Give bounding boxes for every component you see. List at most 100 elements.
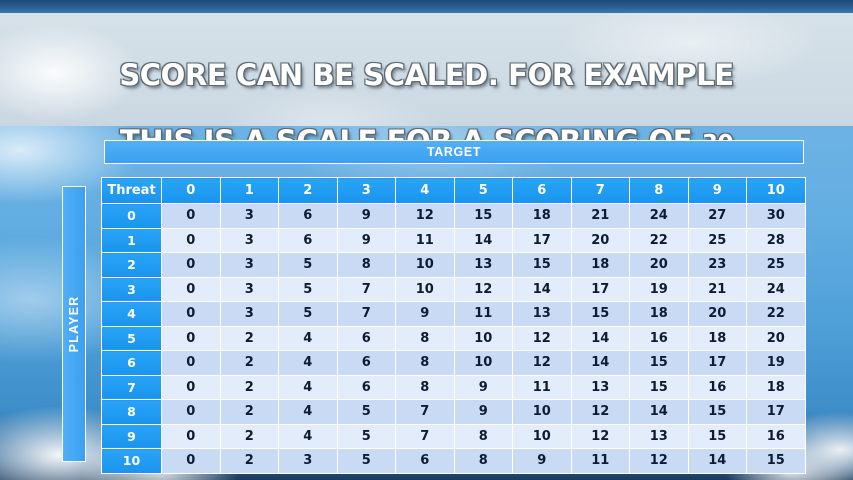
table-cell: 22 — [629, 227, 689, 253]
table-cell: 13 — [570, 374, 630, 400]
table-cell: 20 — [746, 325, 806, 351]
column-header: 3 — [336, 177, 396, 204]
table-cell: 15 — [746, 448, 806, 474]
row-header-label: 2 — [101, 252, 162, 278]
table-cell: 17 — [512, 227, 572, 253]
table-cell: 12 — [395, 203, 455, 229]
table-cell: 19 — [629, 276, 689, 302]
column-header: 6 — [512, 177, 572, 204]
table-cell: 11 — [570, 448, 630, 474]
table-cell: 3 — [219, 203, 279, 229]
table-cell: 17 — [570, 276, 630, 302]
table-cell: 23 — [687, 252, 747, 278]
table-cell: 7 — [395, 423, 455, 449]
table-cell: 12 — [570, 399, 630, 425]
table-cell: 8 — [453, 423, 513, 449]
table-header-row: Threat 0 1 2 3 4 5 6 7 8 9 10 — [101, 177, 806, 204]
table-cell: 12 — [629, 448, 689, 474]
table-cell: 2 — [219, 399, 279, 425]
table-cell: 10 — [453, 325, 513, 351]
column-header: 8 — [629, 177, 689, 204]
table-row: 0 0 3 6 9 12 15 18 21 24 27 30 — [101, 203, 806, 229]
table-cell: 5 — [278, 276, 338, 302]
table-cell: 22 — [746, 301, 806, 327]
row-header-label: 5 — [101, 325, 162, 351]
table-cell: 5 — [278, 301, 338, 327]
table-cell: 21 — [570, 203, 630, 229]
table-cell: 5 — [336, 423, 396, 449]
table-head: Threat 0 1 2 3 4 5 6 7 8 9 10 — [101, 177, 806, 204]
table-cell: 14 — [512, 276, 572, 302]
table-cell: 24 — [629, 203, 689, 229]
table-cell: 8 — [336, 252, 396, 278]
table-cell: 0 — [161, 203, 221, 229]
table-cell: 7 — [336, 301, 396, 327]
table-cell: 21 — [687, 276, 747, 302]
table-cell: 20 — [629, 252, 689, 278]
table-cell: 0 — [161, 227, 221, 253]
target-axis-label-bar: TARGET — [104, 140, 804, 164]
table-cell: 27 — [687, 203, 747, 229]
table-cell: 9 — [512, 448, 572, 474]
table-cell: 12 — [453, 276, 513, 302]
player-axis-label: PLAYER — [67, 295, 81, 353]
table-cell: 0 — [161, 374, 221, 400]
row-header-label: 4 — [101, 301, 162, 327]
table-cell: 6 — [278, 203, 338, 229]
table-cell: 10 — [395, 252, 455, 278]
table-cell: 14 — [629, 399, 689, 425]
table-cell: 4 — [278, 374, 338, 400]
table-cell: 11 — [395, 227, 455, 253]
table-cell: 13 — [453, 252, 513, 278]
table-row: 6 0 2 4 6 8 10 12 14 15 17 19 — [101, 350, 806, 376]
table-cell: 7 — [336, 276, 396, 302]
table-cell: 25 — [746, 252, 806, 278]
table-cell: 28 — [746, 227, 806, 253]
table-cell: 14 — [570, 350, 630, 376]
table-cell: 14 — [453, 227, 513, 253]
table-row: 2 0 3 5 8 10 13 15 18 20 23 25 — [101, 252, 806, 278]
table-cell: 15 — [629, 350, 689, 376]
table-cell: 15 — [453, 203, 513, 229]
column-header: 1 — [219, 177, 279, 204]
table-cell: 15 — [570, 301, 630, 327]
row-header-label: 1 — [101, 227, 162, 253]
table-cell: 9 — [395, 301, 455, 327]
table-cell: 20 — [570, 227, 630, 253]
table-cell: 12 — [512, 350, 572, 376]
table-cell: 15 — [687, 423, 747, 449]
table-body: 0 0 3 6 9 12 15 18 21 24 27 30 1 0 3 6 9 11 14 17 20 22 25 28 2 0… — [101, 203, 806, 474]
table-cell: 6 — [336, 325, 396, 351]
column-header: 5 — [453, 177, 513, 204]
table-cell: 5 — [278, 252, 338, 278]
row-header-label: 8 — [101, 399, 162, 425]
table-cell: 5 — [336, 448, 396, 474]
table-cell: 0 — [161, 301, 221, 327]
table-row: 10 0 2 3 5 6 8 9 11 12 14 15 — [101, 448, 806, 474]
table-cell: 14 — [570, 325, 630, 351]
title-banner — [0, 13, 853, 126]
top-accent-band — [0, 0, 853, 13]
table-cell: 2 — [219, 325, 279, 351]
table-cell: 6 — [336, 374, 396, 400]
table-cell: 0 — [161, 399, 221, 425]
table-cell: 2 — [219, 374, 279, 400]
column-header: 2 — [278, 177, 338, 204]
table-cell: 30 — [746, 203, 806, 229]
table-cell: 2 — [219, 423, 279, 449]
row-header-label: 7 — [101, 374, 162, 400]
table-cell: 6 — [395, 448, 455, 474]
score-scale-table: Threat 0 1 2 3 4 5 6 7 8 9 10 0 0 3 6 9 12 15 1… — [101, 177, 806, 474]
table-cell: 12 — [512, 325, 572, 351]
table-cell: 3 — [219, 252, 279, 278]
table-cell: 10 — [453, 350, 513, 376]
table-cell: 4 — [278, 350, 338, 376]
column-header: 7 — [570, 177, 630, 204]
table-cell: 0 — [161, 423, 221, 449]
table-cell: 10 — [512, 399, 572, 425]
table-row: 5 0 2 4 6 8 10 12 14 16 18 20 — [101, 325, 806, 351]
table-cell: 4 — [278, 399, 338, 425]
column-header: 0 — [161, 177, 221, 204]
table-cell: 18 — [629, 301, 689, 327]
